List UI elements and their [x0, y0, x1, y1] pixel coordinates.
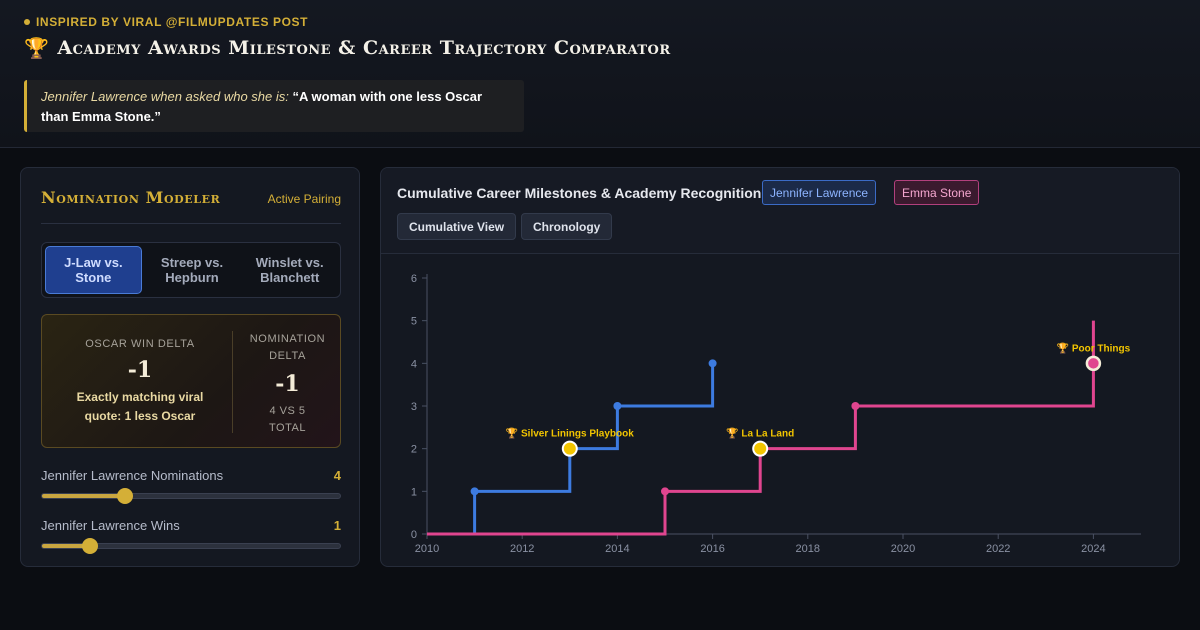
nomination-marker	[661, 487, 669, 496]
oscar-win-marker	[1085, 355, 1102, 372]
jl-nominations-slider-row: Jennifer Lawrence Nominations 4	[41, 468, 341, 504]
nom-delta-label: Nomination Delta	[249, 333, 326, 362]
jl-nominations-label: Jennifer Lawrence Nominations	[41, 468, 224, 483]
oscar-win-marker	[752, 440, 769, 457]
y-tick-label: 1	[411, 486, 417, 498]
y-tick-label: 0	[411, 529, 417, 541]
x-tick-label: 2012	[510, 543, 534, 555]
y-tick-label: 2	[411, 444, 417, 456]
nom-delta-sub: 4 vs 5 total	[269, 405, 306, 434]
slider-thumb[interactable]	[81, 538, 98, 554]
jl-wins-slider-row: Jennifer Lawrence Wins 1	[41, 518, 341, 554]
x-tick-label: 2024	[1081, 543, 1105, 555]
win-label: 🏆 Poor Things	[1057, 341, 1131, 354]
nomination-marker	[470, 487, 479, 496]
win-delta-value: -1	[127, 357, 153, 383]
jl-wins-value: 1	[333, 518, 341, 533]
career-chart-panel: Cumulative Career Milestones & Academy R…	[380, 167, 1180, 567]
x-tick-label: 2020	[891, 543, 915, 555]
oscar-win-delta: Oscar Win Delta -1 Exactly matching vira…	[42, 315, 238, 449]
series-line-emma-stone	[427, 320, 1095, 536]
x-tick-label: 2022	[986, 543, 1010, 555]
milestone-chart: 0 1 2 3 4 5 6 2010 2012 2014 2016 2018 2020 2022 2024 🏆…	[411, 273, 1141, 555]
chart-panel-header: Cumulative Career Milestones & Academy R…	[381, 168, 1179, 254]
delta-summary-card: Oscar Win Delta -1 Exactly matching vira…	[41, 314, 341, 448]
modeler-title: Nomination Modeler	[41, 188, 221, 207]
modeler-header: Nomination Modeler Active Pairing	[41, 188, 341, 224]
jl-wins-slider[interactable]	[41, 538, 341, 554]
quote-text: “A woman with one less Oscar than Emma S…	[41, 89, 483, 124]
legend-emma-stone[interactable]: Emma Stone	[894, 180, 980, 205]
nomination-marker	[708, 359, 717, 368]
slider-thumb[interactable]	[117, 488, 134, 504]
jl-wins-label: Jennifer Lawrence Wins	[41, 518, 180, 533]
slider-fill	[42, 544, 90, 548]
nomination-marker	[613, 402, 622, 410]
y-tick-label: 6	[411, 273, 417, 285]
quote-lead: Jennifer Lawrence when asked who she is:	[41, 89, 289, 104]
x-tick-label: 2018	[796, 543, 820, 555]
eyebrow-text: Inspired by viral @FilmUpdates post	[36, 15, 309, 29]
y-tick-label: 5	[411, 316, 417, 328]
legend-jennifer-lawrence[interactable]: Jennifer Lawrence	[762, 180, 877, 205]
x-tick-label: 2014	[605, 543, 629, 555]
chart-title: Cumulative Career Milestones & Academy R…	[397, 185, 762, 201]
win-label: 🏆 La La Land	[726, 427, 794, 440]
pairing-selector: J-Law vs. Stone Streep vs. Hepburn Winsl…	[41, 242, 341, 298]
nomination-modeler-panel: Nomination Modeler Active Pairing J-Law …	[20, 167, 360, 567]
pairing-jlaw-stone-button[interactable]: J-Law vs. Stone	[45, 246, 142, 294]
page-header: Inspired by viral @FilmUpdates post 🏆 Ac…	[0, 0, 1200, 148]
pairing-winslet-blanchett-button[interactable]: Winslet vs. Blanchett	[255, 255, 324, 285]
page-title: 🏆 Academy Awards Milestone & Career Traj…	[24, 36, 671, 60]
viral-quote: Jennifer Lawrence when asked who she is:…	[24, 80, 524, 132]
x-tick-label: 2016	[700, 543, 724, 555]
chronology-button[interactable]: Chronology	[521, 213, 613, 240]
page-title-text: Academy Awards Milestone & Career Trajec…	[57, 37, 671, 59]
win-delta-note: Exactly matching viral quote: 1 less Osc…	[76, 390, 204, 423]
nom-delta-value: -1	[275, 371, 300, 397]
trophy-icon: 🏆	[24, 36, 50, 60]
dot-icon	[24, 19, 30, 25]
jl-nominations-value: 4	[333, 468, 341, 483]
y-tick-label: 4	[411, 358, 417, 370]
eyebrow: Inspired by viral @FilmUpdates post	[24, 15, 308, 29]
pairing-streep-hepburn-button[interactable]: Streep vs. Hepburn	[160, 255, 224, 285]
active-pairing-badge: Active Pairing	[267, 192, 341, 206]
win-label: 🏆 Silver Linings Playbook	[506, 427, 634, 440]
nomination-marker	[851, 402, 860, 410]
win-delta-label: Oscar Win Delta	[85, 338, 195, 350]
jl-nominations-slider[interactable]	[41, 488, 341, 504]
y-tick-label: 3	[411, 401, 417, 413]
x-tick-label: 2010	[415, 543, 439, 555]
cumulative-view-button[interactable]: Cumulative View	[397, 213, 517, 240]
slider-fill	[42, 494, 126, 498]
nomination-delta: Nomination Delta -1 4 vs 5 total	[232, 331, 342, 434]
oscar-win-marker	[561, 440, 578, 457]
